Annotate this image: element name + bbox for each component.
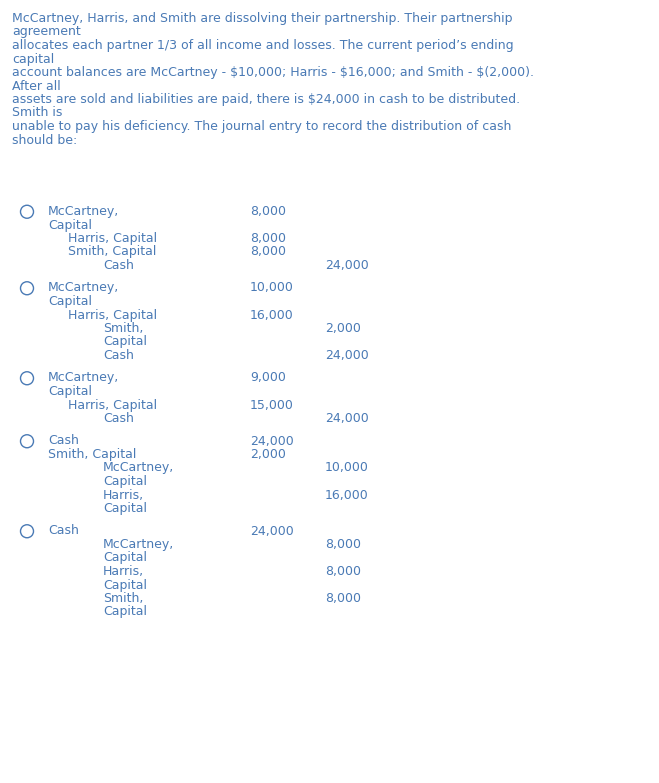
Text: Harris, Capital: Harris, Capital xyxy=(68,399,157,412)
Text: 2,000: 2,000 xyxy=(250,448,286,461)
Text: Capital: Capital xyxy=(103,605,147,619)
Text: Capital: Capital xyxy=(103,335,147,348)
Text: Smith,: Smith, xyxy=(103,592,144,605)
Text: 24,000: 24,000 xyxy=(250,435,294,448)
Text: 8,000: 8,000 xyxy=(325,565,361,578)
Text: 15,000: 15,000 xyxy=(250,399,294,412)
Text: McCartney,: McCartney, xyxy=(103,538,174,551)
Text: Capital: Capital xyxy=(48,385,92,398)
Text: Harris, Capital: Harris, Capital xyxy=(68,232,157,245)
Text: Capital: Capital xyxy=(48,218,92,232)
Text: unable to pay his deficiency. The journal entry to record the distribution of ca: unable to pay his deficiency. The journa… xyxy=(12,120,511,133)
Text: Smith is: Smith is xyxy=(12,106,63,120)
Text: McCartney,: McCartney, xyxy=(48,371,119,384)
Text: Cash: Cash xyxy=(48,435,79,448)
Text: Cash: Cash xyxy=(103,349,134,362)
Text: 8,000: 8,000 xyxy=(250,205,286,218)
Text: 24,000: 24,000 xyxy=(250,525,294,537)
Text: 8,000: 8,000 xyxy=(250,246,286,258)
Text: 16,000: 16,000 xyxy=(325,489,369,501)
Text: McCartney,: McCartney, xyxy=(48,205,119,218)
Text: 8,000: 8,000 xyxy=(325,592,361,605)
Text: 16,000: 16,000 xyxy=(250,309,294,322)
Text: Cash: Cash xyxy=(48,525,79,537)
Text: account balances are McCartney - $10,000; Harris - $16,000; and Smith - $(2,000): account balances are McCartney - $10,000… xyxy=(12,66,534,79)
Text: Capital: Capital xyxy=(103,551,147,565)
Text: 10,000: 10,000 xyxy=(250,282,294,294)
Text: 8,000: 8,000 xyxy=(325,538,361,551)
Text: Capital: Capital xyxy=(103,475,147,488)
Text: 24,000: 24,000 xyxy=(325,412,369,425)
Text: Cash: Cash xyxy=(103,259,134,272)
Text: agreement: agreement xyxy=(12,26,81,38)
Text: allocates each partner 1/3 of all income and losses. The current period’s ending: allocates each partner 1/3 of all income… xyxy=(12,39,513,52)
Text: should be:: should be: xyxy=(12,133,77,146)
Text: Cash: Cash xyxy=(103,412,134,425)
Text: Capital: Capital xyxy=(103,579,147,591)
Text: 8,000: 8,000 xyxy=(250,232,286,245)
Text: Harris, Capital: Harris, Capital xyxy=(68,309,157,322)
Text: Harris,: Harris, xyxy=(103,565,144,578)
Text: McCartney, Harris, and Smith are dissolving their partnership. Their partnership: McCartney, Harris, and Smith are dissolv… xyxy=(12,12,513,25)
Text: capital: capital xyxy=(12,52,54,66)
Text: 2,000: 2,000 xyxy=(325,322,361,335)
Text: Capital: Capital xyxy=(48,295,92,308)
Text: Smith,: Smith, xyxy=(103,322,144,335)
Text: McCartney,: McCartney, xyxy=(48,282,119,294)
Text: 24,000: 24,000 xyxy=(325,259,369,272)
Text: McCartney,: McCartney, xyxy=(103,461,174,474)
Text: Capital: Capital xyxy=(103,502,147,515)
Text: After all: After all xyxy=(12,80,61,92)
Text: 9,000: 9,000 xyxy=(250,371,286,384)
Text: Harris,: Harris, xyxy=(103,489,144,501)
Text: Smith, Capital: Smith, Capital xyxy=(48,448,136,461)
Text: 10,000: 10,000 xyxy=(325,461,369,474)
Text: 24,000: 24,000 xyxy=(325,349,369,362)
Text: assets are sold and liabilities are paid, there is $24,000 in cash to be distrib: assets are sold and liabilities are paid… xyxy=(12,93,520,106)
Text: Smith, Capital: Smith, Capital xyxy=(68,246,156,258)
